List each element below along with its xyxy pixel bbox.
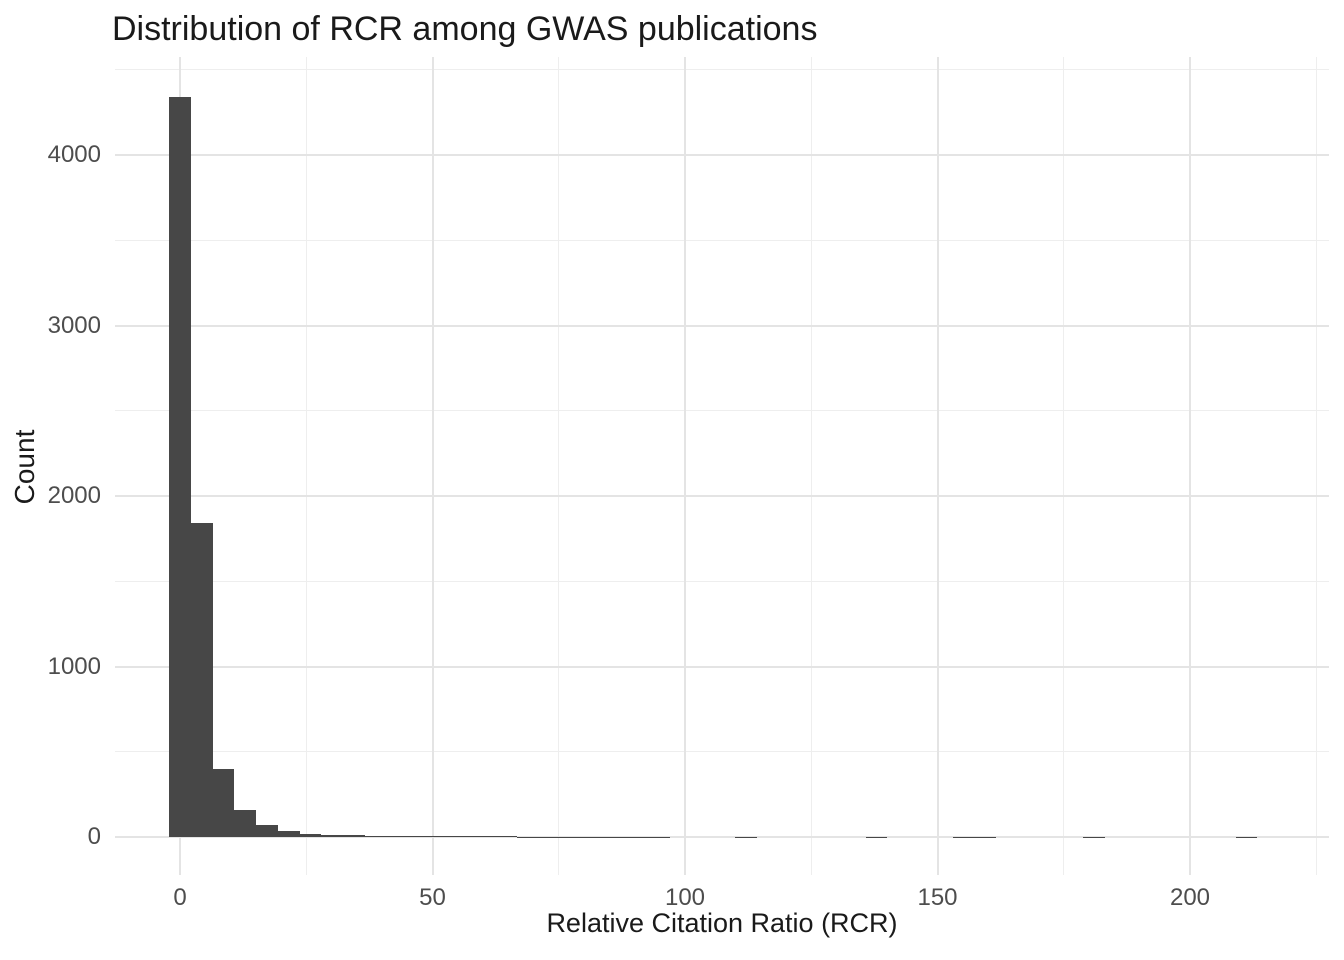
histogram-bar: [234, 809, 257, 837]
x-tick-label: 200: [1169, 884, 1211, 911]
gridline-y-major: [115, 665, 1329, 668]
gridline-y-major: [115, 495, 1329, 497]
y-tick-label: 2000: [47, 482, 101, 509]
gridline-y-major: [115, 324, 1329, 327]
histogram-bar: [277, 831, 300, 837]
gridline-y-minor: [115, 239, 1329, 241]
gridline-y-minor: [115, 410, 1329, 412]
gridline-y-major: [115, 154, 1329, 156]
gridline-x-minor: [810, 57, 812, 875]
gridline-y-minor: [115, 69, 1329, 71]
gridline-x-minor: [305, 57, 307, 875]
x-tick-label: 50: [419, 884, 446, 911]
histogram-bar: [190, 523, 213, 837]
gridline-x-major: [431, 57, 434, 875]
gridline-y-minor: [115, 580, 1329, 582]
histogram-bar: [365, 835, 387, 837]
gridline-x-minor: [1315, 57, 1317, 875]
y-tick-label: 3000: [47, 311, 101, 339]
histogram-bar: [212, 768, 235, 837]
histogram-bar: [169, 97, 191, 837]
histogram-bar: [256, 824, 278, 837]
histogram-bar: [430, 836, 453, 837]
gridline-x-major: [1189, 57, 1191, 875]
x-tick-label: 0: [173, 884, 187, 911]
y-tick-label: 1000: [47, 652, 101, 680]
y-tick-label: 4000: [47, 141, 101, 168]
gridline-x-major: [936, 57, 939, 875]
plot-panel: [115, 57, 1329, 875]
gridline-y-minor: [115, 751, 1329, 753]
histogram-bar: [386, 835, 409, 837]
gridline-x-minor: [558, 57, 560, 875]
histogram-bar: [495, 836, 518, 837]
x-tick-label: 100: [664, 884, 706, 911]
y-tick-label: 0: [87, 823, 101, 850]
histogram-bar: [452, 836, 474, 837]
y-axis-title: Count: [9, 429, 40, 505]
gridline-x-major: [684, 57, 686, 875]
x-tick-label: 150: [917, 884, 958, 911]
plot-title: Distribution of RCR among GWAS publicati…: [112, 10, 818, 48]
histogram-bar: [321, 834, 344, 837]
histogram-bar: [343, 835, 365, 837]
histogram-bar: [299, 833, 322, 837]
gridline-y-major: [115, 836, 1329, 838]
x-axis-title: Relative Citation Ratio (RCR): [546, 908, 898, 938]
gridline-x-minor: [1063, 57, 1065, 875]
histogram-bar: [408, 835, 431, 837]
histogram-bar: [473, 836, 496, 837]
